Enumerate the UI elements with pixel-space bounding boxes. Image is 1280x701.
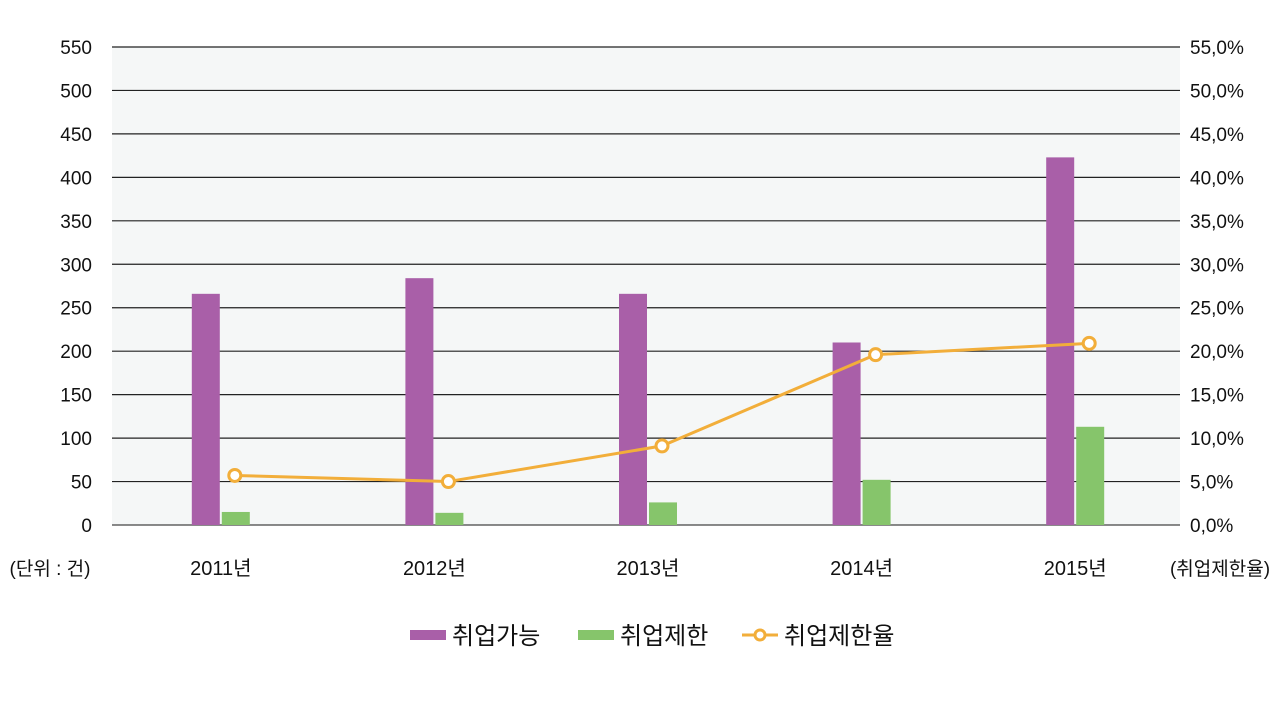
right-tick-label: 30,0% — [1190, 255, 1244, 276]
line-point — [654, 438, 670, 454]
right-tick-label: 55,0% — [1190, 38, 1244, 59]
left-tick-label: 0 — [81, 516, 92, 537]
bar-취업가능 — [191, 293, 220, 525]
right-tick-label: 25,0% — [1190, 299, 1244, 320]
bar-취업제한 — [649, 502, 677, 525]
bar-취업가능 — [1046, 157, 1075, 525]
left-tick-label: 400 — [60, 168, 92, 189]
right-tick-label: 40,0% — [1190, 168, 1244, 189]
left-tick-label: 150 — [60, 386, 92, 407]
legend-label: 취업제한 — [620, 623, 708, 650]
legend-marker — [753, 628, 767, 642]
right-tick-label: 15,0% — [1190, 386, 1244, 407]
line-point — [227, 467, 243, 483]
bar-취업제한 — [221, 511, 250, 525]
legend-label: 취업제한율 — [784, 623, 894, 650]
bar-취업가능 — [619, 293, 647, 525]
bar-취업제한 — [862, 479, 891, 525]
right-tick-label: 10,0% — [1190, 429, 1244, 450]
right-tick-label: 45,0% — [1190, 125, 1244, 146]
bar-취업가능 — [405, 278, 434, 525]
x-tick-label: 2011년 — [190, 557, 251, 580]
bar-취업제한 — [435, 512, 464, 525]
right-tick-label: 0,0% — [1190, 516, 1233, 537]
line-point — [868, 347, 884, 363]
legend-swatch — [578, 630, 614, 640]
left-tick-label: 100 — [60, 429, 92, 450]
left-tick-label: 450 — [60, 125, 92, 146]
bar-취업가능 — [832, 342, 861, 525]
line-point — [1081, 335, 1097, 351]
legend: 취업가능 취업제한 취업제한율 — [410, 623, 894, 650]
left-tick-label: 500 — [60, 81, 92, 102]
left-tick-label: 550 — [60, 38, 92, 59]
left-tick-label: 250 — [60, 299, 92, 320]
bar-취업제한 — [1076, 426, 1105, 525]
left-axis-label: (단위 : 건) — [10, 558, 91, 580]
line-point — [440, 474, 456, 490]
left-tick-label: 300 — [60, 255, 92, 276]
right-tick-label: 20,0% — [1190, 342, 1244, 363]
right-tick-label: 5,0% — [1190, 473, 1233, 494]
left-tick-label: 350 — [60, 212, 92, 233]
right-axis-label: (취업제한율) — [1170, 558, 1270, 580]
left-tick-label: 200 — [60, 342, 92, 363]
x-tick-label: 2013년 — [617, 557, 680, 580]
right-tick-label: 50,0% — [1190, 81, 1244, 102]
x-tick-label: 2015년 — [1044, 557, 1107, 580]
x-tick-label: 2014년 — [830, 557, 893, 580]
legend-swatch — [410, 630, 446, 640]
legend-label: 취업가능 — [452, 623, 540, 650]
right-tick-label: 35,0% — [1190, 212, 1244, 233]
x-tick-label: 2012년 — [403, 557, 466, 580]
left-tick-label: 50 — [71, 473, 92, 494]
